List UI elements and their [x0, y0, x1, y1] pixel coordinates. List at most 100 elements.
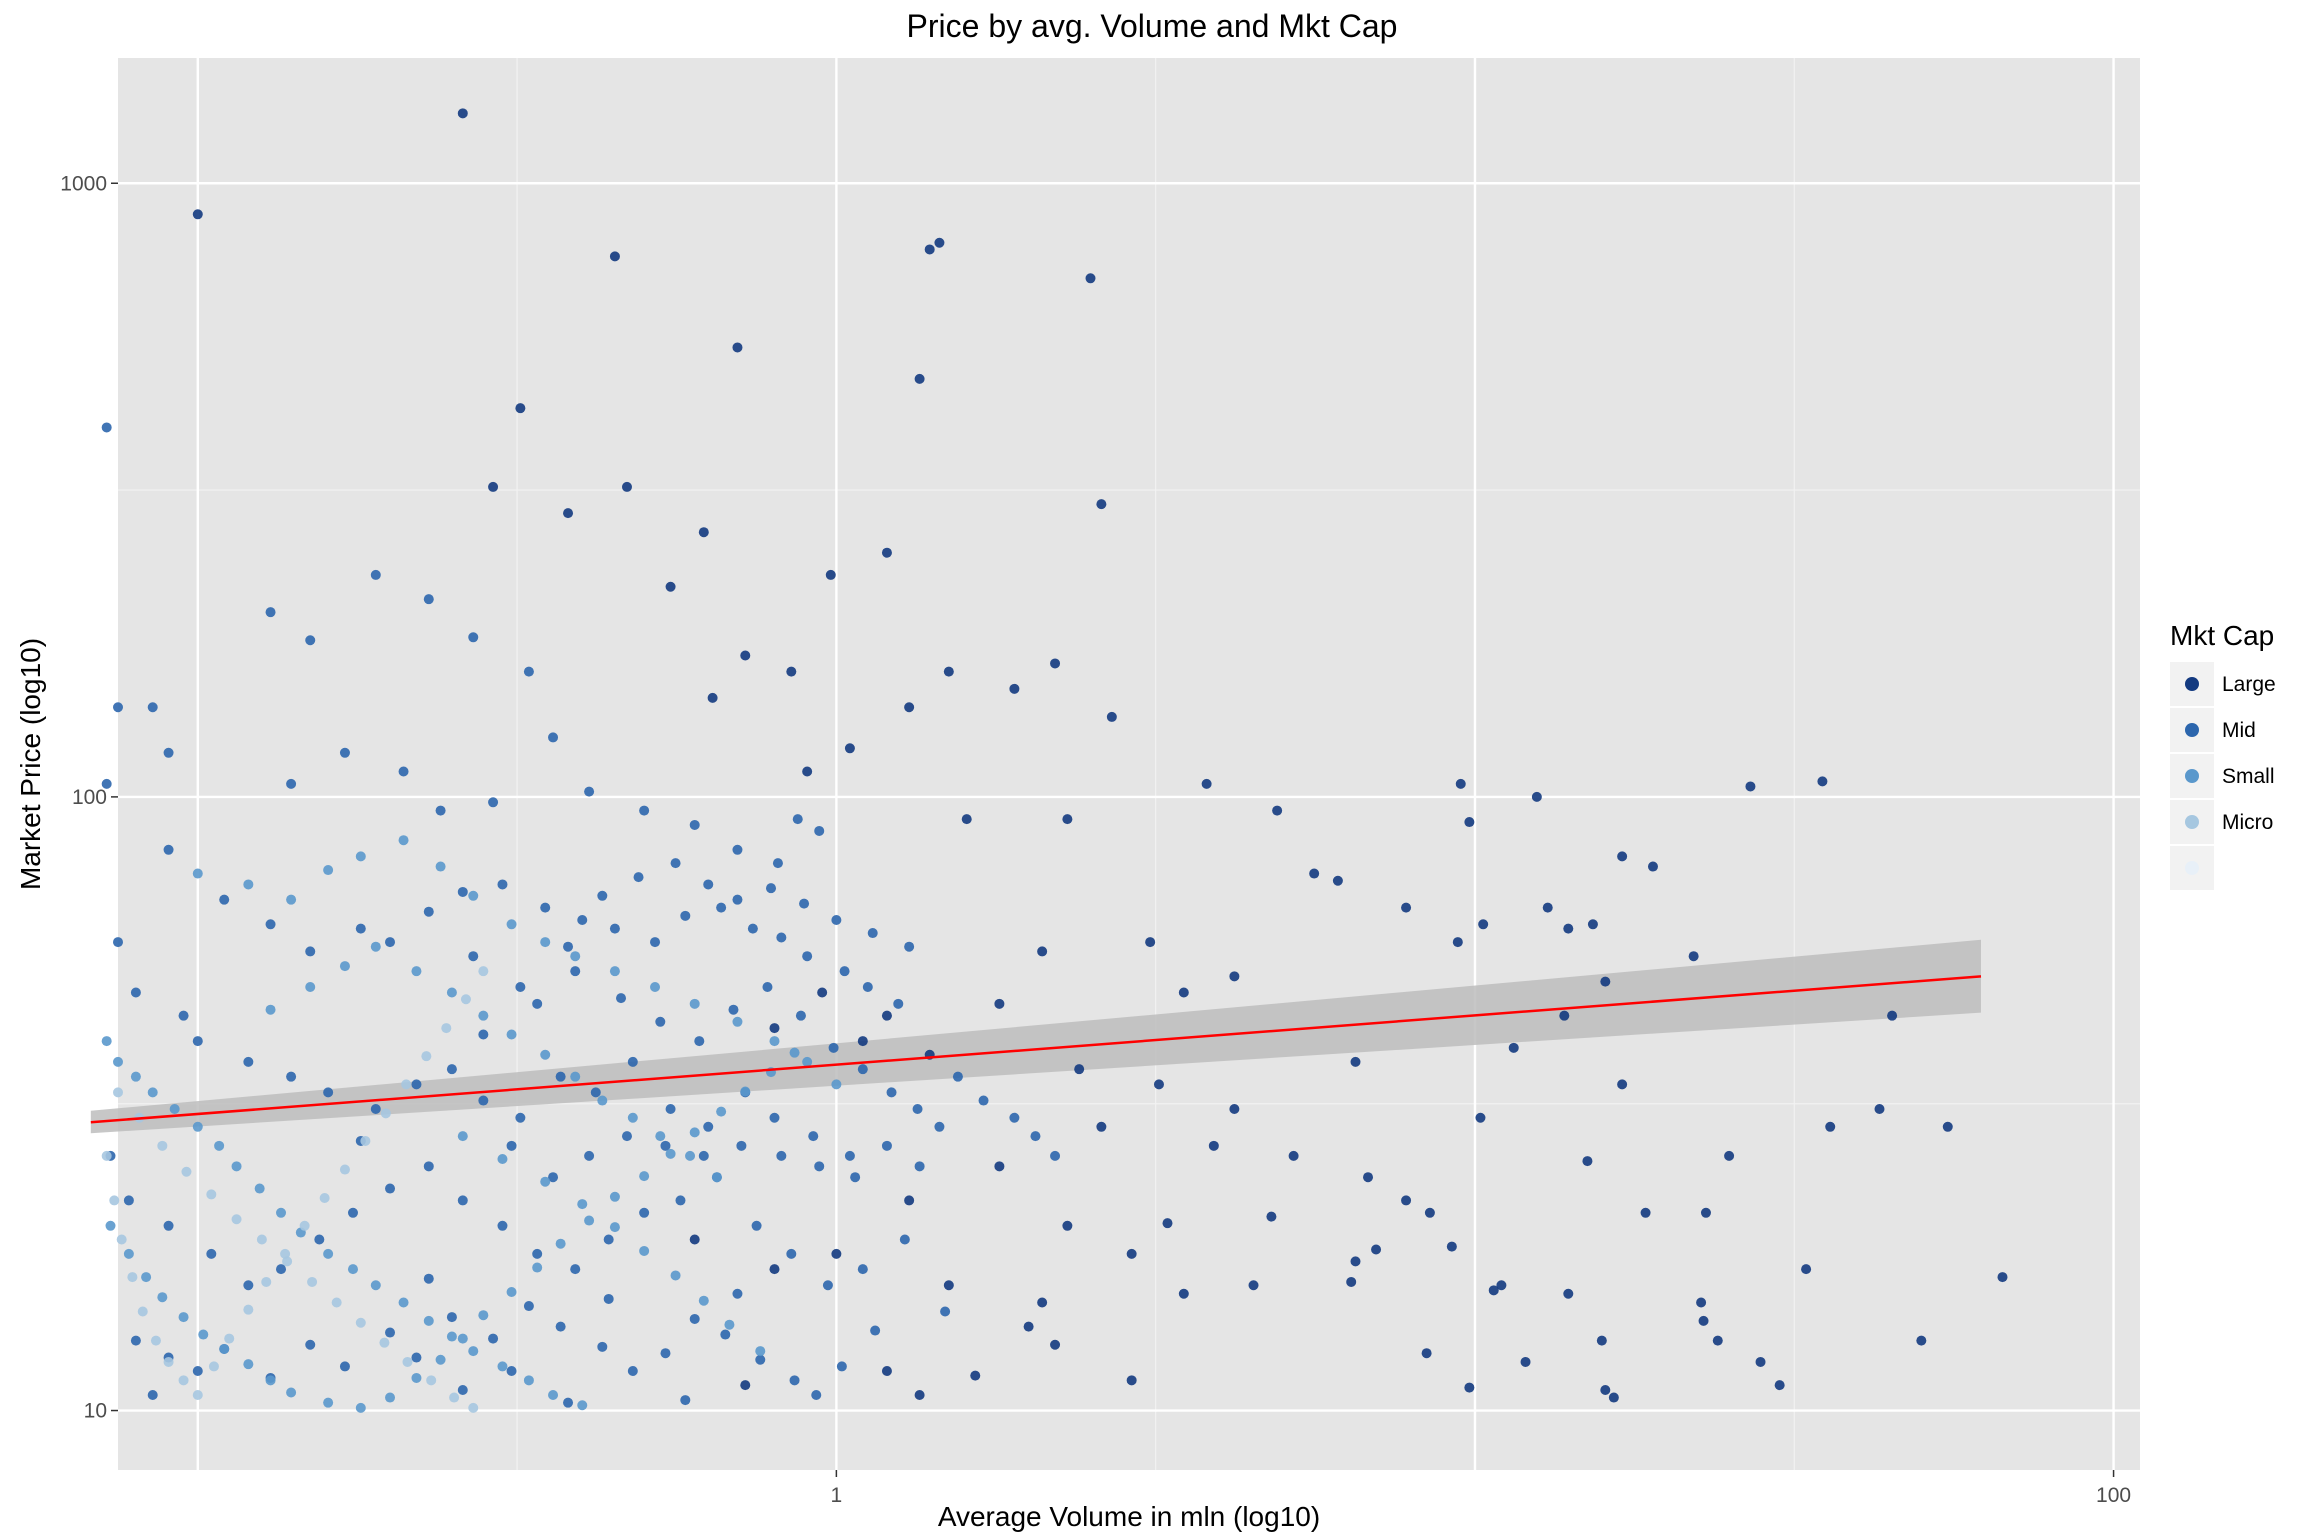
data-point-large — [1309, 868, 1320, 879]
data-point-large — [609, 251, 620, 262]
data-point-large — [1488, 1285, 1499, 1296]
data-point-large — [1452, 937, 1463, 948]
data-point-mid — [101, 422, 112, 433]
data-point-large — [1640, 1207, 1651, 1218]
data-point-mid — [665, 1104, 676, 1115]
data-point-mid — [555, 1321, 566, 1332]
data-point-large — [707, 692, 718, 703]
data-point-small — [627, 1112, 638, 1123]
data-point-micro — [282, 1256, 293, 1267]
data-point-small — [219, 1343, 230, 1354]
data-point-micro — [113, 1087, 123, 1098]
data-point-mid — [850, 1172, 861, 1183]
data-point-small — [243, 1359, 254, 1370]
data-point-micro — [243, 1304, 254, 1315]
data-point-micro — [206, 1189, 217, 1200]
data-point-mid — [488, 797, 499, 808]
data-point-small — [198, 1329, 209, 1340]
data-point-small — [689, 1127, 700, 1138]
data-point-mid — [670, 858, 681, 869]
data-point-large — [831, 1248, 842, 1259]
data-point-large — [740, 650, 751, 661]
data-point-large — [1363, 1172, 1374, 1183]
data-point-large — [1126, 1248, 1137, 1259]
data-point-mid — [639, 805, 650, 816]
data-point-small — [540, 937, 551, 948]
data-point-mid — [123, 1195, 134, 1206]
data-point-small — [478, 1010, 489, 1021]
data-point-mid — [548, 1172, 559, 1183]
data-point-large — [1350, 1056, 1361, 1067]
data-point-mid — [339, 747, 350, 758]
data-point-large — [1688, 951, 1699, 962]
data-point-mid — [899, 1234, 910, 1245]
data-point-large — [1596, 1335, 1607, 1346]
trend-line — [90, 975, 1982, 1124]
legend-swatch — [2185, 677, 2199, 691]
data-point-mid — [867, 928, 878, 939]
data-point-mid — [789, 1375, 800, 1386]
data-point-large — [1248, 1280, 1259, 1291]
legend-title: Mkt Cap — [2170, 620, 2275, 651]
data-point-large — [1288, 1150, 1299, 1161]
legend-swatch — [2185, 815, 2199, 829]
data-point-large — [844, 743, 855, 754]
data-point-large — [1582, 1156, 1593, 1167]
data-point-mid — [446, 1312, 457, 1323]
data-point-mid — [265, 919, 276, 930]
data-point-large — [1424, 1207, 1435, 1218]
data-point-large — [1745, 781, 1756, 792]
data-point-large — [1062, 1220, 1073, 1231]
data-point-mid — [609, 923, 620, 934]
data-point-small — [570, 1071, 581, 1082]
data-point-large — [1774, 1380, 1785, 1391]
data-point-micro — [339, 1164, 350, 1175]
data-point-small — [398, 835, 409, 846]
data-point-micro — [468, 1402, 479, 1413]
data-point-mid — [766, 883, 777, 894]
legend-item: Micro — [2170, 800, 2300, 846]
data-point-small — [639, 1171, 650, 1182]
data-point-micro — [127, 1272, 138, 1283]
data-point-mid — [689, 819, 700, 830]
data-point-small — [609, 966, 620, 977]
data-point-small — [831, 1079, 842, 1090]
data-point-mid — [265, 607, 276, 618]
legend-swatch — [2185, 861, 2199, 875]
data-point-mid — [720, 1329, 731, 1340]
data-point-small — [157, 1292, 168, 1303]
data-point-small — [755, 1346, 766, 1357]
data-point-large — [1023, 1321, 1034, 1332]
data-point-mid — [497, 879, 508, 890]
data-point-mid — [478, 1095, 489, 1106]
data-point-large — [1037, 1297, 1048, 1308]
data-point-large — [1817, 776, 1828, 787]
data-point-large — [1600, 1385, 1611, 1396]
data-point-small — [446, 987, 457, 998]
data-point-small — [370, 1280, 381, 1291]
data-point-large — [857, 1036, 868, 1047]
data-point-small — [370, 941, 381, 952]
data-point-mid — [398, 766, 409, 777]
data-point-mid — [540, 902, 551, 913]
data-point-mid — [347, 1207, 358, 1218]
data-point-mid — [515, 1112, 526, 1123]
data-point-large — [1887, 1010, 1898, 1021]
data-point-large — [1096, 499, 1107, 510]
data-point-mid — [732, 844, 743, 855]
data-point-micro — [319, 1192, 330, 1203]
data-point-mid — [857, 1064, 868, 1075]
data-point-small — [609, 1191, 620, 1202]
legend-key — [2170, 846, 2214, 892]
data-point-mid — [603, 1234, 614, 1245]
data-point-small — [506, 1287, 517, 1298]
data-point-small — [577, 1400, 588, 1411]
data-point-large — [1600, 976, 1611, 987]
data-point-large — [881, 547, 892, 558]
data-point-mid — [914, 1161, 925, 1172]
data-point-mid — [694, 1036, 705, 1047]
data-point-small — [411, 966, 422, 977]
data-point-micro — [307, 1276, 318, 1287]
data-point-mid — [814, 1161, 825, 1172]
